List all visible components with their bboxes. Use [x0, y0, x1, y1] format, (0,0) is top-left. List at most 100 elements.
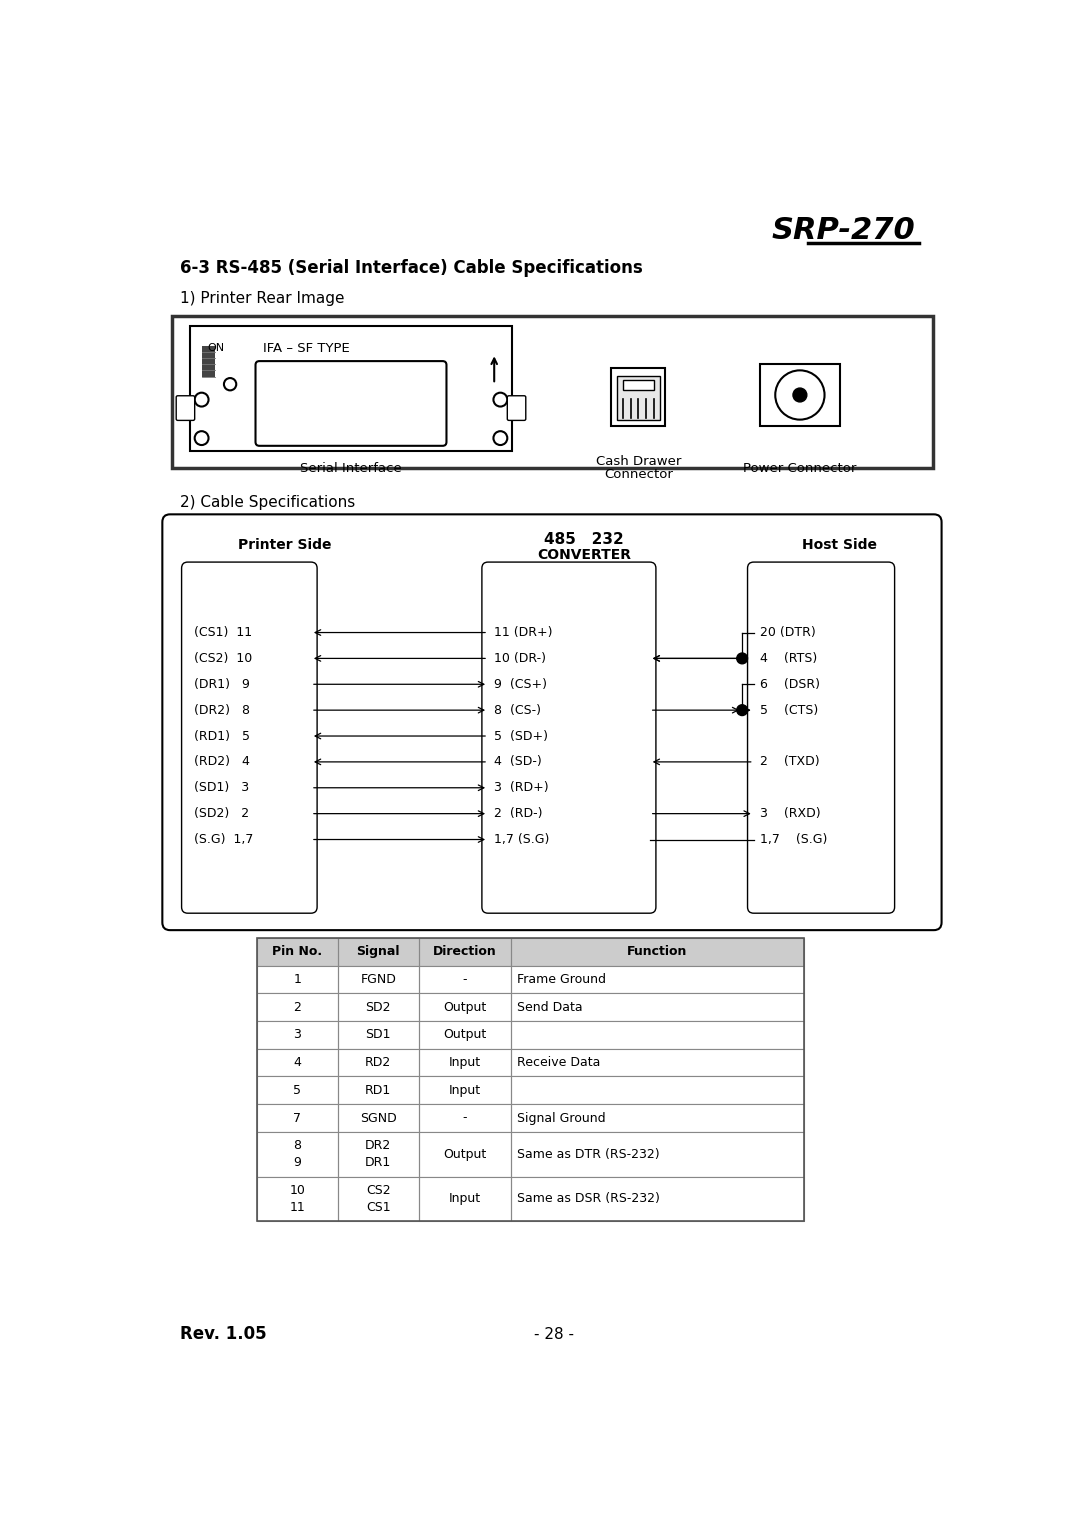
Text: 3: 3	[294, 1028, 301, 1041]
Text: Signal Ground: Signal Ground	[517, 1112, 606, 1124]
Text: Pin No.: Pin No.	[272, 945, 323, 959]
Bar	[611, 368, 665, 426]
Text: 3    (RXD): 3 (RXD)	[760, 808, 821, 820]
Text: SD1: SD1	[365, 1028, 391, 1041]
Text: 20 (DTR): 20 (DTR)	[760, 626, 815, 638]
Bar	[419, 1049, 511, 1077]
Text: 8
9: 8 9	[294, 1139, 301, 1170]
Bar	[419, 938, 511, 965]
Text: 11 (DR+): 11 (DR+)	[495, 626, 553, 638]
Bar	[257, 1176, 338, 1222]
Bar	[173, 316, 933, 469]
Bar	[257, 965, 338, 993]
Text: ON: ON	[207, 344, 225, 353]
Text: (DR1)   9: (DR1) 9	[194, 678, 249, 690]
Text: Direction: Direction	[433, 945, 497, 959]
Bar	[338, 1132, 419, 1176]
Bar	[257, 1022, 804, 1049]
Text: DR2
DR1: DR2 DR1	[365, 1139, 391, 1170]
Text: Send Data: Send Data	[517, 1000, 583, 1014]
FancyBboxPatch shape	[176, 395, 194, 420]
Text: 1,7 (S.G): 1,7 (S.G)	[495, 834, 550, 846]
Bar	[257, 1132, 338, 1176]
Bar	[419, 965, 511, 993]
Text: 7: 7	[294, 1112, 301, 1124]
Text: 6    (DSR): 6 (DSR)	[760, 678, 820, 690]
FancyBboxPatch shape	[482, 562, 656, 913]
Text: SD2: SD2	[365, 1000, 391, 1014]
Bar	[511, 1077, 804, 1104]
Text: IFA – SF TYPE: IFA – SF TYPE	[264, 342, 350, 354]
Text: 4    (RTS): 4 (RTS)	[760, 652, 818, 664]
Bar	[257, 965, 804, 993]
Bar	[419, 1022, 511, 1049]
Bar	[338, 965, 419, 993]
Circle shape	[194, 392, 208, 406]
Text: Output: Output	[443, 1148, 487, 1161]
Text: Output: Output	[443, 1000, 487, 1014]
Text: Input: Input	[449, 1193, 481, 1205]
Text: Input: Input	[449, 1084, 481, 1096]
Text: 10
11: 10 11	[289, 1183, 306, 1214]
Text: RD1: RD1	[365, 1084, 391, 1096]
Circle shape	[494, 431, 508, 444]
Text: 485   232: 485 232	[544, 533, 624, 547]
Text: CONVERTER: CONVERTER	[538, 548, 632, 562]
Bar	[511, 1104, 804, 1132]
FancyBboxPatch shape	[181, 562, 318, 913]
Text: Same as DTR (RS-232): Same as DTR (RS-232)	[517, 1148, 660, 1161]
Bar	[257, 1049, 804, 1077]
Text: (CS2)  10: (CS2) 10	[194, 652, 252, 664]
Text: Output: Output	[443, 1028, 487, 1041]
Bar	[190, 327, 512, 450]
Bar	[419, 1077, 511, 1104]
Text: 5    (CTS): 5 (CTS)	[760, 704, 819, 716]
Bar	[257, 1077, 804, 1104]
FancyBboxPatch shape	[256, 360, 446, 446]
Text: (CS1)  11: (CS1) 11	[194, 626, 252, 638]
Text: SGND: SGND	[360, 1112, 396, 1124]
Bar	[419, 993, 511, 1022]
Bar	[511, 1022, 804, 1049]
Text: 4: 4	[294, 1057, 301, 1069]
Text: - 28 -: - 28 -	[534, 1327, 573, 1342]
Text: Power Connector: Power Connector	[743, 461, 856, 475]
Bar	[257, 1077, 338, 1104]
Text: (RD2)   4: (RD2) 4	[194, 756, 249, 768]
Bar	[419, 1104, 511, 1132]
Bar	[338, 938, 419, 965]
Bar	[257, 938, 804, 1222]
Bar	[338, 1176, 419, 1222]
Circle shape	[793, 388, 807, 402]
Bar	[511, 965, 804, 993]
Bar	[257, 1176, 804, 1222]
Text: Same as DSR (RS-232): Same as DSR (RS-232)	[517, 1193, 660, 1205]
Bar	[202, 345, 216, 377]
Text: Frame Ground: Frame Ground	[517, 973, 606, 986]
Text: Connector: Connector	[604, 467, 673, 481]
FancyBboxPatch shape	[508, 395, 526, 420]
Bar	[338, 1022, 419, 1049]
Text: (DR2)   8: (DR2) 8	[194, 704, 249, 716]
Text: FGND: FGND	[361, 973, 396, 986]
Text: -: -	[462, 973, 468, 986]
Text: CS2
CS1: CS2 CS1	[366, 1183, 391, 1214]
Text: Cash Drawer: Cash Drawer	[595, 455, 680, 469]
Text: (RD1)   5: (RD1) 5	[194, 730, 249, 742]
Text: 1,7    (S.G): 1,7 (S.G)	[760, 834, 827, 846]
Text: 10 (DR-): 10 (DR-)	[495, 652, 546, 664]
Text: 8  (CS-): 8 (CS-)	[495, 704, 541, 716]
Bar	[257, 993, 804, 1022]
Text: (S.G)  1,7: (S.G) 1,7	[194, 834, 254, 846]
Bar	[623, 380, 653, 389]
Text: (SD2)   2: (SD2) 2	[194, 808, 249, 820]
Text: Receive Data: Receive Data	[517, 1057, 600, 1069]
Bar	[257, 1022, 338, 1049]
FancyBboxPatch shape	[162, 515, 942, 930]
Bar	[338, 1077, 419, 1104]
Bar	[419, 1132, 511, 1176]
Bar	[511, 993, 804, 1022]
Text: 6-3 RS-485 (Serial Interface) Cable Specifications: 6-3 RS-485 (Serial Interface) Cable Spec…	[180, 260, 643, 276]
Text: Signal: Signal	[356, 945, 400, 959]
Circle shape	[775, 371, 824, 420]
